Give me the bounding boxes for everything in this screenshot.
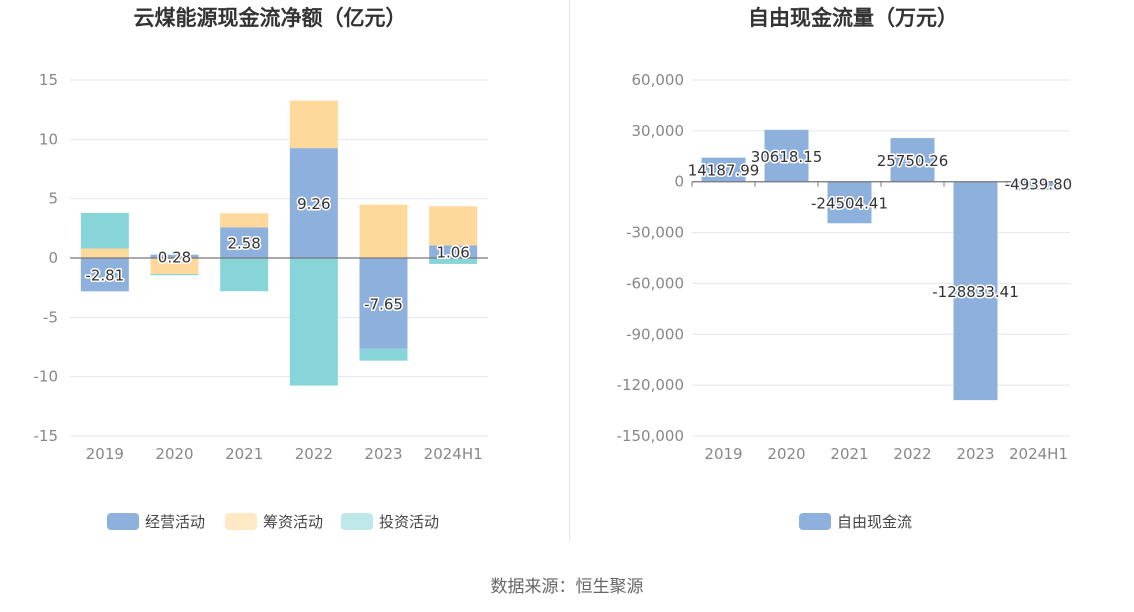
y-tick-label: 15 [39,71,58,89]
y-tick-label: -120,000 [617,376,684,394]
x-tick-label: 2022 [893,445,931,463]
bar [764,129,809,182]
legend-label: 筹资活动 [263,513,323,531]
bar-segment [359,204,408,258]
bar-segment [220,213,269,228]
bar-segment [220,227,269,258]
y-tick-label: 0 [674,173,684,191]
data-source-note: 数据来源：恒生聚源 [490,577,644,597]
y-tick-label: -30,000 [626,224,684,242]
x-tick-label: 2021 [225,445,263,463]
bar-segment [80,248,129,258]
data-label: 9.26 [297,195,330,213]
y-tick-label: -5 [43,308,58,326]
bar-segment [80,212,129,249]
bar [827,181,872,224]
chart-title: 自由现金流量（万元） [748,6,958,30]
legend-swatch [225,513,257,530]
x-tick-label: 2023 [364,445,402,463]
legend-swatch [341,513,373,530]
free-cash-flow-chart: 自由现金流量（万元） 60,000 30,000 0 -30,000 -60,000 -90… [617,6,1074,531]
bar-segment [80,258,129,292]
bar-segment [359,258,408,349]
x-tick-label: 2019 [704,445,742,463]
data-label: 0.28 [158,248,191,266]
y-tick-label: 60,000 [632,71,685,89]
legend-label: 经营活动 [145,513,205,531]
bar-segment [150,258,199,275]
bar-segment [429,245,478,258]
y-tick-label: 5 [48,190,58,208]
x-tick-label: 2020 [767,445,805,463]
legend-label: 投资活动 [379,513,439,531]
bar-segment [429,206,478,246]
bar-segment [220,258,269,292]
chart-divider [569,0,570,542]
y-tick-label: -60,000 [626,274,684,292]
data-label: 30618.15 [751,148,823,166]
x-tick-label: 2020 [155,445,193,463]
y-tick-label: -90,000 [626,325,684,343]
y-tick-label: 10 [39,130,58,148]
x-tick-label: 2019 [86,445,124,463]
y-tick-label: -150,000 [617,427,684,445]
y-tick-label: 30,000 [632,122,685,140]
bar [1016,181,1061,191]
bar [890,138,935,182]
bar [953,181,998,401]
x-tick-label: 2023 [956,445,994,463]
data-label: 1.06 [436,244,469,262]
y-tick-label: 0 [48,249,58,267]
data-label: 2.58 [227,235,260,253]
bar-segment [289,100,338,149]
data-label: -4939.80 [1005,176,1072,194]
x-tick-label: 2024H1 [1009,445,1068,463]
cash-flow-net-chart: 云煤能源现金流净额（亿元） 15 10 5 0 -5 -10 -15 2019 2020 2021 2… [34,6,488,531]
y-tick-label: -10 [34,368,59,386]
bar-segment [289,258,338,386]
bar-segment [150,274,199,276]
data-label: -7.65 [364,295,403,313]
data-label: 14187.99 [688,162,760,180]
data-label: 25750.26 [877,152,949,170]
x-tick-label: 2021 [830,445,868,463]
bar-segment [150,254,199,258]
legend-swatch [799,513,831,530]
data-label: -2.81 [85,267,124,285]
data-label: -128833.41 [932,283,1019,301]
bar-segment [289,148,338,258]
x-tick-label: 2022 [295,445,333,463]
bar [701,157,746,182]
data-label: -24504.41 [811,194,888,212]
bar-segment [429,258,478,264]
chart-title: 云煤能源现金流净额（亿元） [134,6,407,30]
x-tick-label: 2024H1 [424,445,483,463]
bar-segment [359,348,408,361]
legend-label: 自由现金流 [837,513,912,531]
legend-swatch [107,513,139,530]
y-tick-label: -15 [34,427,59,445]
